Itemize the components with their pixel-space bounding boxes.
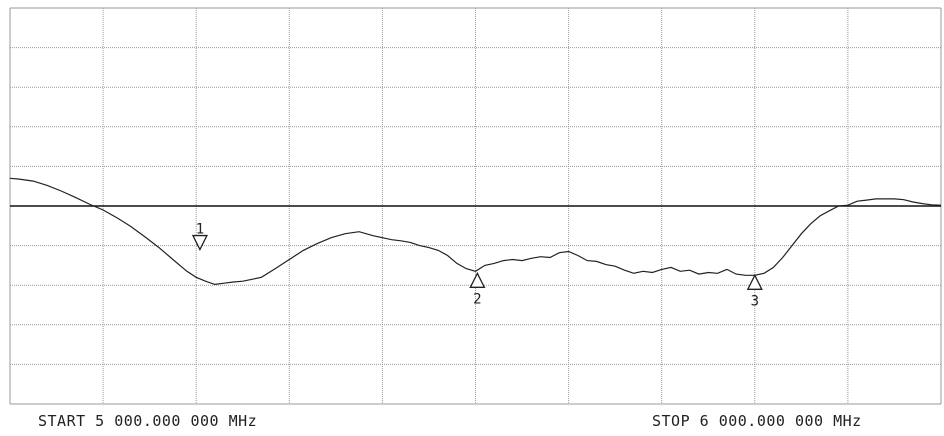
marker-triangle [469, 271, 486, 288]
marker-label: 3 [751, 293, 759, 309]
stop-frequency-label: STOP 6 000.000 000 MHz [652, 412, 862, 430]
marker-label: 1 [196, 222, 204, 238]
marker-triangle [746, 273, 763, 290]
marker-triangle [191, 234, 208, 252]
trace-line [9, 177, 942, 286]
start-frequency-label: START 5 000.000 000 MHz [38, 412, 258, 430]
marker-label: 2 [473, 291, 481, 307]
